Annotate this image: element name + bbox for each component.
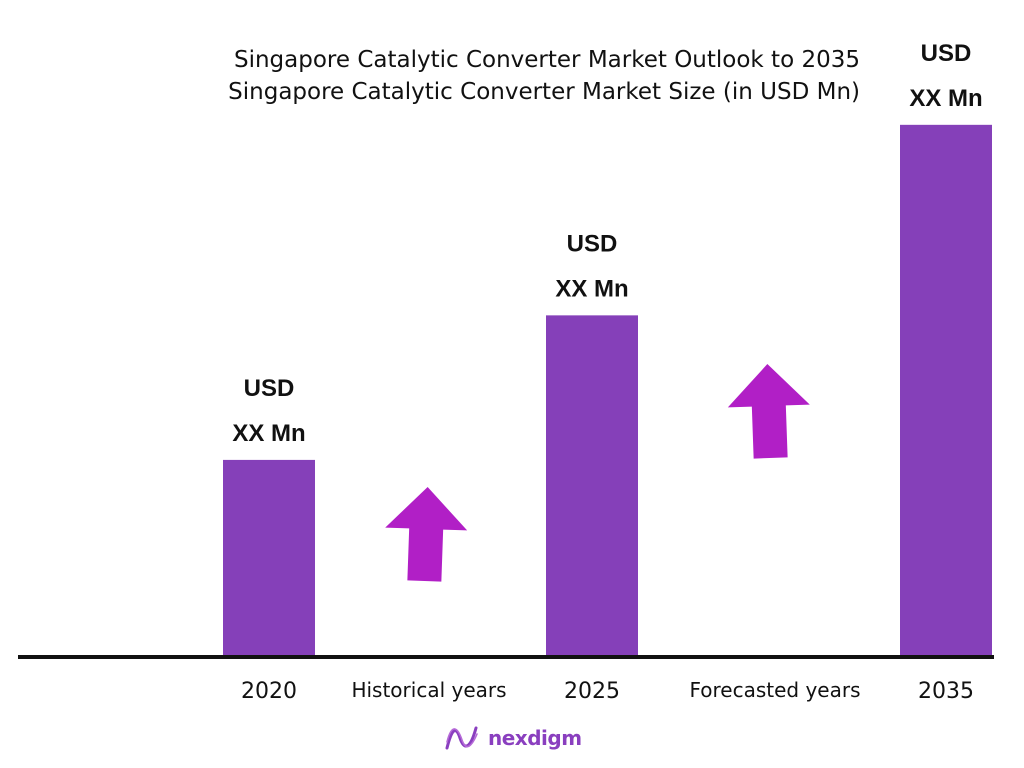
data-label-currency-2020: USD [244, 375, 295, 402]
brand-name: nexdigm [488, 726, 582, 750]
x-tick-label-2035: 2035 [918, 679, 974, 704]
x-tick-label-2020: 2020 [241, 679, 297, 704]
brand-logo: nexdigm [444, 724, 582, 752]
chart-subtitle: Singapore Catalytic Converter Market Siz… [228, 79, 860, 105]
data-label-currency-2025: USD [567, 230, 618, 257]
data-label-currency-2035: USD [921, 40, 972, 67]
bar-2025 [546, 315, 638, 657]
growth-arrow-forecast-icon [727, 364, 810, 459]
bar-2020 [223, 459, 315, 657]
growth-arrow-historical-icon [385, 487, 468, 582]
period-label-historical: Historical years [351, 678, 506, 702]
data-label-value-2020: XX Mn [232, 420, 305, 447]
data-label-value-2035: XX Mn [909, 85, 982, 112]
chart-title: Singapore Catalytic Converter Market Out… [233, 47, 860, 73]
data-label-value-2025: XX Mn [555, 275, 628, 302]
nexdigm-logo-icon [445, 726, 478, 750]
chart-title-block: Singapore Catalytic Converter Market Out… [60, 44, 860, 108]
bar-2035 [900, 124, 992, 657]
x-tick-label-2025: 2025 [564, 679, 620, 704]
period-label-forecast: Forecasted years [689, 678, 860, 702]
